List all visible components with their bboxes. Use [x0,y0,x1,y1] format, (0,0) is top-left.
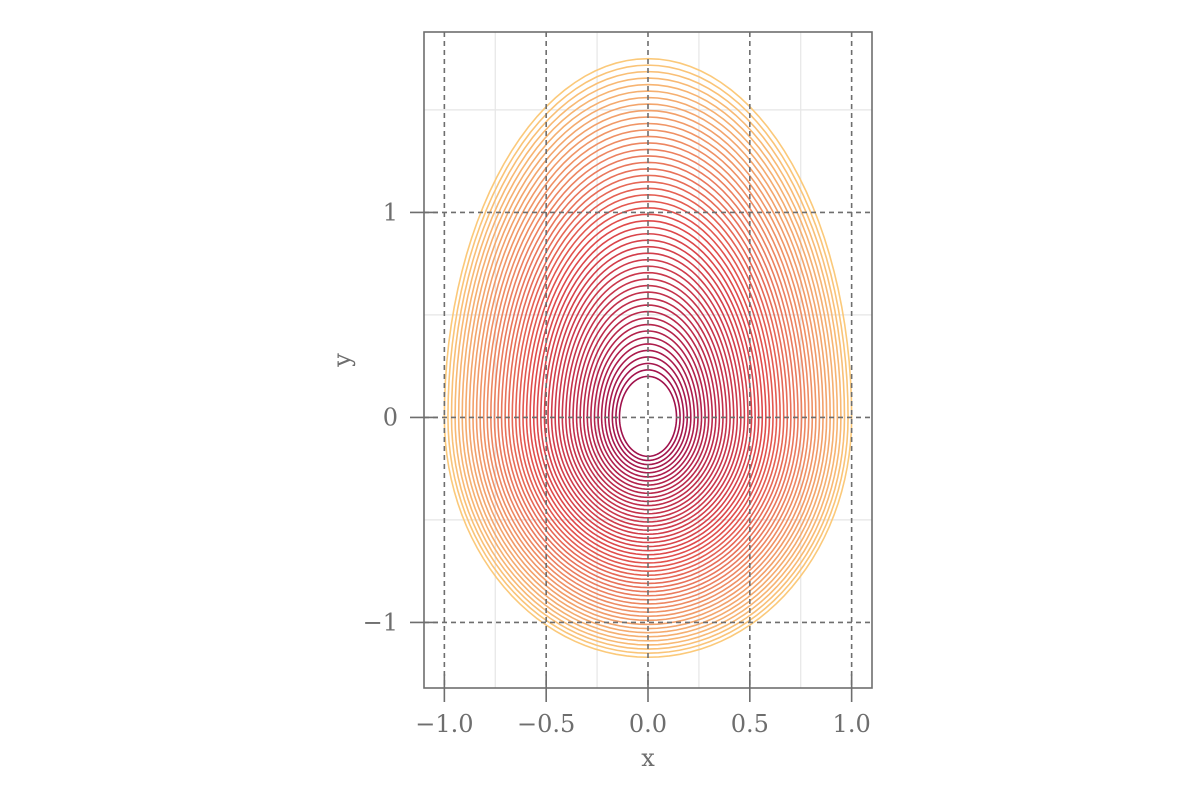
contour-line [600,343,696,478]
contour-line [572,291,724,511]
contour-line [500,161,796,593]
x-tick-label: −0.5 [517,710,575,738]
x-tick-label: 0.0 [629,710,667,738]
contour-line [554,258,742,531]
y-axis-label: y [328,353,356,368]
contour-line [547,245,749,540]
contour-line [565,278,731,519]
contour-line [582,310,714,499]
contour-line [511,181,785,581]
contour-line [482,129,814,613]
contour-line [593,330,703,486]
axis-ticks: −1.0 −0.5 0.0 0.5 1.0 −1 0 1 [363,198,871,738]
x-tick-label: 1.0 [833,710,871,738]
contour-line [522,200,774,568]
contour-line [540,232,756,548]
contour-line [475,116,821,622]
y-tick-label: 1 [383,198,398,226]
contour-line [465,96,831,634]
y-tick-label: 0 [383,403,398,431]
contour-line [518,194,778,572]
x-tick-label: −1.0 [415,710,473,738]
contour-line [557,265,739,527]
contour-line [536,226,760,552]
contour-line [493,148,803,601]
x-axis-label: x [641,744,655,772]
contour-lines [443,57,853,659]
contour-line [575,297,721,507]
contour-line [611,362,685,466]
contour-line [447,64,849,654]
y-tick-label: −1 [363,608,398,636]
contour-line [457,83,839,642]
x-tick-label: 0.5 [731,710,769,738]
contour-line [618,375,678,458]
contour-line [529,213,767,560]
major-grid [424,32,872,688]
